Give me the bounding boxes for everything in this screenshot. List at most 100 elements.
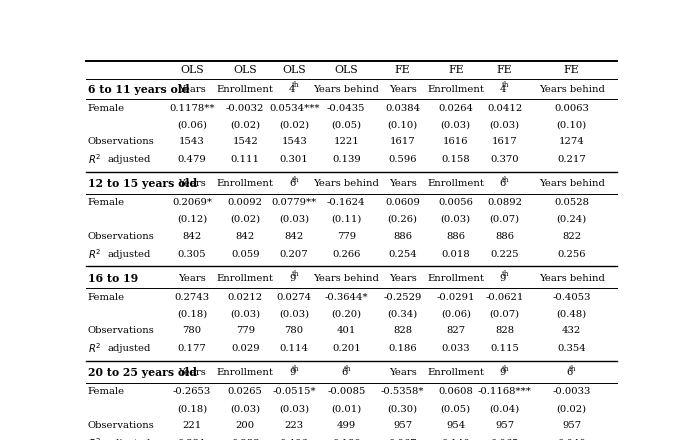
Text: 4: 4 [289, 84, 296, 94]
Text: 0.2743: 0.2743 [174, 293, 210, 301]
Text: 779: 779 [236, 326, 255, 335]
Text: 221: 221 [182, 421, 202, 430]
Text: Years behind: Years behind [539, 179, 604, 188]
Text: FE: FE [497, 65, 512, 75]
Text: -0.0435: -0.0435 [327, 103, 366, 113]
Text: 779: 779 [337, 232, 356, 241]
Text: (0.03): (0.03) [490, 121, 520, 129]
Text: Years: Years [389, 274, 416, 282]
Text: -0.4053: -0.4053 [552, 293, 591, 301]
Text: adjusted: adjusted [107, 439, 150, 440]
Text: (0.03): (0.03) [440, 121, 471, 129]
Text: 0.115: 0.115 [490, 344, 519, 353]
Text: 0.201: 0.201 [332, 344, 361, 353]
Text: 0.0608: 0.0608 [438, 387, 473, 396]
Text: 6: 6 [499, 179, 506, 188]
Text: (0.06): (0.06) [177, 121, 207, 129]
Text: 1543: 1543 [281, 137, 307, 147]
Text: Years: Years [178, 179, 206, 188]
Text: Enrollment: Enrollment [217, 274, 274, 282]
Text: Enrollment: Enrollment [217, 368, 274, 377]
Text: OLS: OLS [233, 65, 257, 75]
Text: Enrollment: Enrollment [427, 84, 484, 94]
Text: (0.34): (0.34) [388, 309, 418, 319]
Text: 0.225: 0.225 [490, 249, 519, 259]
Text: 0.596: 0.596 [388, 155, 417, 164]
Text: 0.406: 0.406 [280, 439, 309, 440]
Text: 0.0265: 0.0265 [228, 387, 263, 396]
Text: 0.479: 0.479 [178, 155, 206, 164]
Text: $R^2$: $R^2$ [88, 247, 102, 261]
Text: 0.065: 0.065 [490, 439, 519, 440]
Text: 20 to 25 years old: 20 to 25 years old [88, 367, 197, 378]
Text: 0.0892: 0.0892 [487, 198, 522, 207]
Text: 0.2069*: 0.2069* [172, 198, 212, 207]
Text: Female: Female [88, 103, 125, 113]
Text: 6: 6 [289, 179, 295, 188]
Text: (0.03): (0.03) [279, 404, 309, 413]
Text: -0.3644*: -0.3644* [324, 293, 368, 301]
Text: 401: 401 [337, 326, 356, 335]
Text: FE: FE [564, 65, 580, 75]
Text: Observations: Observations [88, 421, 154, 430]
Text: 9: 9 [289, 368, 295, 377]
Text: (0.03): (0.03) [230, 309, 260, 319]
Text: Enrollment: Enrollment [217, 179, 274, 188]
Text: 957: 957 [495, 421, 514, 430]
Text: 886: 886 [447, 232, 465, 241]
Text: 0.370: 0.370 [490, 155, 519, 164]
Text: 16 to 19: 16 to 19 [88, 273, 138, 284]
Text: -0.0515*: -0.0515* [272, 387, 316, 396]
Text: Years: Years [178, 368, 206, 377]
Text: 499: 499 [337, 421, 356, 430]
Text: adjusted: adjusted [107, 249, 150, 259]
Text: (0.03): (0.03) [440, 215, 471, 224]
Text: (0.07): (0.07) [490, 309, 520, 319]
Text: (0.02): (0.02) [230, 121, 260, 129]
Text: (0.18): (0.18) [177, 309, 207, 319]
Text: 0.040: 0.040 [557, 439, 586, 440]
Text: -0.0621: -0.0621 [486, 293, 524, 301]
Text: (0.30): (0.30) [388, 404, 418, 413]
Text: 828: 828 [495, 326, 514, 335]
Text: 957: 957 [562, 421, 581, 430]
Text: (0.05): (0.05) [440, 404, 471, 413]
Text: -0.1168***: -0.1168*** [477, 387, 532, 396]
Text: 0.266: 0.266 [332, 249, 360, 259]
Text: 780: 780 [182, 326, 202, 335]
Text: 0.0063: 0.0063 [554, 103, 589, 113]
Text: 1617: 1617 [390, 137, 416, 147]
Text: 886: 886 [495, 232, 514, 241]
Text: 1617: 1617 [492, 137, 517, 147]
Text: -0.2529: -0.2529 [383, 293, 422, 301]
Text: Years: Years [389, 84, 416, 94]
Text: Years behind: Years behind [539, 274, 604, 282]
Text: 223: 223 [285, 421, 304, 430]
Text: OLS: OLS [180, 65, 204, 75]
Text: adjusted: adjusted [107, 155, 150, 164]
Text: adjusted: adjusted [107, 344, 150, 353]
Text: 842: 842 [285, 232, 304, 241]
Text: th: th [344, 365, 351, 373]
Text: Years behind: Years behind [539, 84, 604, 94]
Text: (0.04): (0.04) [490, 404, 520, 413]
Text: $R^2$: $R^2$ [88, 153, 102, 166]
Text: 1221: 1221 [333, 137, 359, 147]
Text: (0.02): (0.02) [230, 215, 260, 224]
Text: Years: Years [389, 179, 416, 188]
Text: 0.305: 0.305 [178, 249, 206, 259]
Text: th: th [292, 176, 299, 183]
Text: 0.114: 0.114 [280, 344, 309, 353]
Text: Enrollment: Enrollment [427, 274, 484, 282]
Text: (0.02): (0.02) [279, 121, 309, 129]
Text: Years behind: Years behind [314, 274, 379, 282]
Text: (0.02): (0.02) [556, 404, 587, 413]
Text: 4: 4 [499, 84, 506, 94]
Text: 9: 9 [499, 274, 506, 282]
Text: th: th [502, 81, 510, 89]
Text: (0.10): (0.10) [388, 121, 418, 129]
Text: 9: 9 [499, 368, 506, 377]
Text: 0.177: 0.177 [178, 344, 206, 353]
Text: 0.111: 0.111 [230, 155, 260, 164]
Text: 0.0264: 0.0264 [438, 103, 473, 113]
